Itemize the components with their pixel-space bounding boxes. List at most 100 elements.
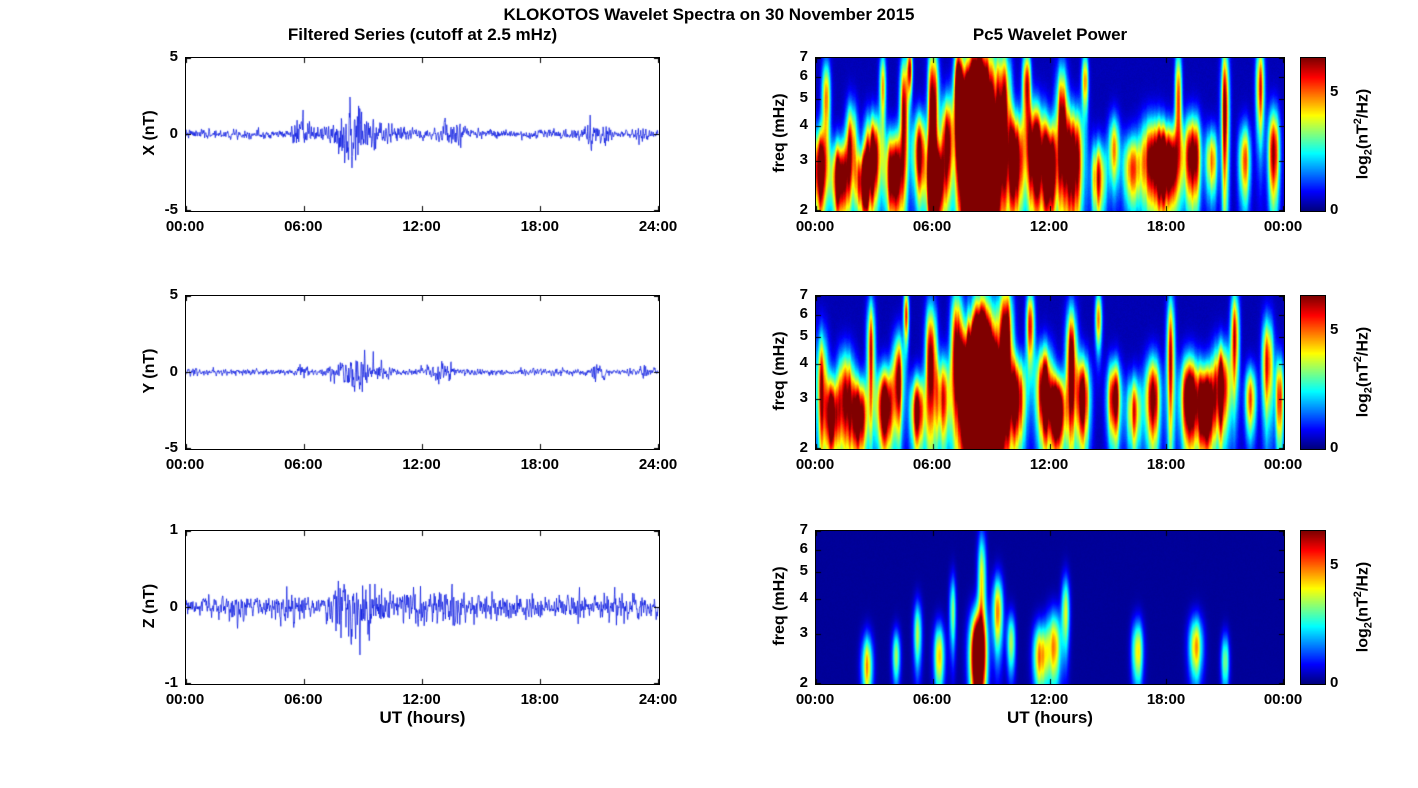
x-tick-label: 06:00 [284, 691, 323, 708]
x-wavelet-spectrogram [815, 57, 1285, 212]
y-tick-label: 5 [169, 48, 178, 65]
y-tick-label: 3 [799, 389, 808, 407]
colorbar-tick-label: 5 [1330, 556, 1339, 574]
colorbar-tick-label: 5 [1330, 83, 1339, 101]
x-tick-label: 00:00 [165, 691, 205, 708]
panel-z-timeseries: Z (nT) 1 0 -1 00:00 06:00 12:00 18:00 24:00 [141, 521, 677, 708]
panel-x-timeseries: X (nT) 5 0 -5 00:00 06:00 12:00 18:00 24:00 [141, 48, 677, 235]
x-tick-label: 12:00 [1029, 218, 1069, 235]
colorbar-tick-label: 0 [1330, 201, 1339, 218]
x-tick-label: 06:00 [284, 456, 323, 473]
x-tick-labels: 00:00 06:00 12:00 18:00 00:00 [796, 691, 1302, 711]
colorbar-label-text: log [1354, 393, 1372, 418]
y-tick-label: 4 [799, 354, 808, 372]
y-tick-label: 5 [169, 286, 178, 303]
x-tick-label: 18:00 [1146, 218, 1186, 235]
colorbar-label: log2(nT2/Hz) [1352, 49, 1375, 219]
x-tick-label: 24:00 [638, 218, 678, 235]
y-tick-label: 5 [799, 562, 808, 580]
y-tick-label: 2 [799, 201, 808, 218]
x-tick-label: 18:00 [520, 218, 559, 235]
x-tick-label: 24:00 [638, 691, 678, 708]
x-tick-label: 06:00 [912, 691, 952, 708]
colorbar-gradient [1300, 295, 1326, 450]
x-tick-label: 12:00 [402, 456, 441, 473]
colorbar-label-text: log [1354, 628, 1372, 653]
y-tick-label: 3 [799, 624, 808, 642]
left-x-axis-label: UT (hours) [379, 708, 466, 727]
colorbar-label-sub: 2 [1362, 622, 1375, 629]
colorbar-label-text: /Hz) [1354, 561, 1372, 592]
x-tick-label: 12:00 [1029, 691, 1069, 708]
x-tick-label: 00:00 [1263, 218, 1303, 235]
colorbar-label-text: (nT [1354, 124, 1372, 150]
y-tick-label: 1 [169, 521, 178, 538]
y-tick-label: 7 [799, 48, 808, 65]
y-tick-label: 2 [799, 674, 808, 691]
x-tick-label: 00:00 [1263, 456, 1303, 473]
x-tick-label: 00:00 [165, 218, 205, 235]
y-tick-label: 0 [169, 597, 178, 615]
y-tick-label: 3 [799, 151, 808, 169]
x-tick-label: 00:00 [795, 691, 835, 708]
colorbar-label-text: /Hz) [1354, 88, 1372, 119]
x-tick-label: 12:00 [402, 218, 441, 235]
y-tick-label: 4 [799, 589, 808, 607]
x-tick-labels: 00:00 06:00 12:00 18:00 24:00 [166, 218, 677, 238]
y-tick-label: 0 [169, 362, 178, 380]
x-tick-label: 18:00 [520, 456, 559, 473]
figure-title: KLOKOTOS Wavelet Spectra on 30 November … [503, 5, 915, 24]
x-tick-label: 00:00 [165, 456, 205, 473]
y-tick-label: 4 [799, 116, 808, 134]
x-tick-label: 06:00 [912, 456, 952, 473]
right-x-axis-label: UT (hours) [1007, 708, 1093, 727]
colorbar-label: log2(nT2/Hz) [1352, 287, 1375, 457]
x-tick-label: 24:00 [638, 456, 678, 473]
colorbar-tick-label: 0 [1330, 674, 1339, 691]
y-tick-label: -5 [164, 201, 178, 218]
colorbar-label: log2(nT2/Hz) [1352, 522, 1375, 692]
y-tick-label: -1 [164, 674, 178, 691]
y-tick-label: 5 [799, 89, 808, 107]
colorbar-tick-label: 0 [1330, 439, 1339, 456]
z-wavelet-spectrogram [815, 530, 1285, 685]
colorbar-gradient [1300, 57, 1326, 212]
y-tick-label: 2 [799, 439, 808, 456]
y-tick-label: 6 [799, 66, 808, 84]
y-tick-labels: 5 0 -5 [132, 286, 178, 456]
colorbar-label-sup: 2 [1352, 118, 1364, 125]
y-tick-label: 7 [799, 286, 808, 303]
x-tick-label: 06:00 [912, 218, 952, 235]
colorbar-gradient [1300, 530, 1326, 685]
x-tick-label: 00:00 [795, 218, 835, 235]
y-tick-label: 6 [799, 539, 808, 557]
x-tick-label: 18:00 [1146, 691, 1186, 708]
x-tick-label: 00:00 [795, 456, 835, 473]
x-tick-label: 06:00 [284, 218, 323, 235]
x-tick-labels: 00:00 06:00 12:00 18:00 24:00 [166, 691, 677, 711]
left-column-title: Filtered Series (cutoff at 2.5 mHz) [287, 25, 558, 44]
y-tick-label: -5 [164, 439, 178, 456]
panel-y-timeseries: Y (nT) 5 0 -5 00:00 06:00 12:00 18:00 24:00 [141, 286, 677, 473]
x-tick-label: 18:00 [1146, 456, 1186, 473]
y-timeseries-plot [185, 295, 660, 450]
x-tick-labels: 00:00 06:00 12:00 18:00 00:00 [796, 218, 1302, 238]
colorbar-label-text: /Hz) [1354, 326, 1372, 357]
right-column-title: Pc5 Wavelet Power [972, 25, 1128, 44]
y-wavelet-spectrogram [815, 295, 1285, 450]
y-tick-label: 6 [799, 304, 808, 322]
y-tick-label: 5 [799, 327, 808, 345]
colorbar-tick-label: 5 [1330, 321, 1339, 339]
x-tick-label: 12:00 [402, 691, 441, 708]
